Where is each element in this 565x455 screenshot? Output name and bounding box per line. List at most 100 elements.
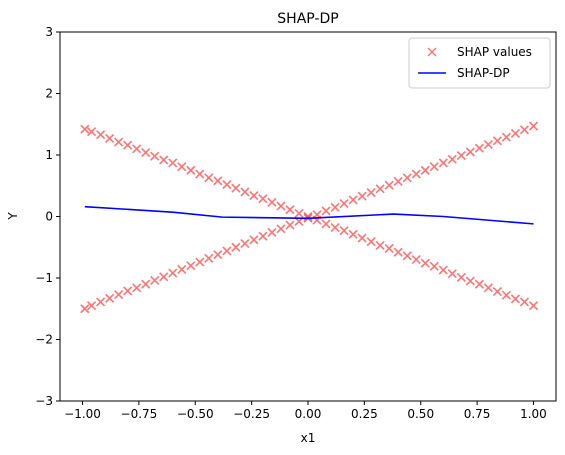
shap-dp-line [84,205,534,225]
shap-value-point [114,290,124,300]
shap-value-point [240,238,250,249]
shap-value-point [519,125,530,135]
shap-value-point [510,128,520,139]
chart-title: SHAP-DP [277,11,338,27]
legend-box [408,37,551,89]
shap-value-point [86,127,97,137]
shap-value-point [483,283,493,293]
shap-value-point [276,224,286,234]
y-axis-label: Y [6,212,20,221]
shap-value-point [393,247,403,257]
shap-value-point [249,191,259,201]
shap-value-point [384,243,394,254]
shap-value-point [141,279,151,289]
shap-value-point [150,275,160,286]
legend: SHAP values SHAP-DP [408,37,551,89]
shap-value-point [411,254,421,265]
shap-value-point [528,121,539,131]
shap-value-point [222,179,232,190]
shap-value-point [258,231,268,241]
x-tick-label: −0.25 [233,407,270,421]
shap-value-point [348,195,358,205]
shap-value-point [357,233,367,243]
shap-value-point [114,137,124,147]
shap-value-point [501,132,511,142]
shap-value-point [438,158,448,168]
x-axis-label: x1 [301,431,316,445]
shap-value-point [447,154,457,164]
shap-value-point [132,283,142,293]
x-tick-label: 0.00 [295,407,322,421]
shap-value-point [339,199,349,209]
shap-value-point [438,265,448,275]
shap-value-point [105,133,115,143]
shap-value-point [213,176,223,186]
shap-value-point [528,301,539,311]
shap-value-point [366,187,376,198]
shap-value-point [285,205,295,215]
shap-value-point [402,173,412,183]
x-tick-label: −0.50 [177,407,214,421]
x-tick-label: 0.50 [407,407,434,421]
shap-value-point [474,143,484,153]
shap-value-point [86,301,97,311]
y-tick-label: 1 [45,148,53,162]
shap-value-point [429,261,439,271]
shap-value-point [375,184,385,194]
shap-value-point [348,229,358,239]
y-tick-label: 3 [45,25,53,39]
shap-value-point [249,235,259,245]
shap-value-point [177,264,187,274]
shap-value-point [411,169,421,179]
shap-value-point [321,219,331,229]
shap-value-point [195,169,205,179]
shap-value-point [519,297,530,307]
shap-value-point [294,208,304,218]
shap-value-point [231,183,241,193]
shap-value-point [177,162,187,172]
shap-value-point [483,139,493,150]
shap-value-point [204,253,214,263]
shap-value-point [339,226,349,236]
shap-value-point [150,151,160,161]
shap-value-point [222,246,232,256]
shap-value-point [510,294,520,304]
y-axis: −3 −2 −1 0 1 2 3 [35,25,60,408]
shap-value-point [80,304,90,314]
shap-value-point [123,140,133,150]
shap-value-point [456,151,466,161]
shap-value-point [123,286,133,296]
shap-value-point [105,293,115,303]
shap-value-point [420,165,430,175]
x-tick-label: −0.75 [121,407,158,421]
x-axis: −1.00 −0.75 −0.50 −0.25 0.00 0.25 0.50 0.75 1.00 [64,401,547,421]
shap-value-point [321,206,331,216]
legend-marker-shap-values [427,47,437,57]
plot-area [80,121,539,314]
legend-label: SHAP-DP [457,66,510,80]
y-tick-label: −3 [35,394,53,408]
shap-value-point [465,276,475,286]
shap-value-point [276,201,286,211]
shap-value-point [141,147,151,158]
shap-value-point [240,187,250,197]
legend-label: SHAP values [457,45,532,59]
shap-value-point [96,130,106,140]
shap-value-point [285,220,295,230]
x-tick-label: 0.75 [464,407,491,421]
shap-value-point [96,297,106,307]
shap-value-point [402,251,412,261]
x-tick-label: 0.25 [351,407,378,421]
shap-value-point [366,237,376,247]
shap-value-point [393,176,403,187]
y-tick-label: 2 [45,87,53,101]
shap-value-point [447,269,457,279]
shap-value-point [384,180,394,190]
shap-value-point [492,136,502,146]
shap-value-point [330,202,340,212]
shap-value-point [267,227,277,238]
shap-value-point [231,242,241,252]
y-tick-label: 0 [45,210,53,224]
shap-value-point [267,197,277,207]
